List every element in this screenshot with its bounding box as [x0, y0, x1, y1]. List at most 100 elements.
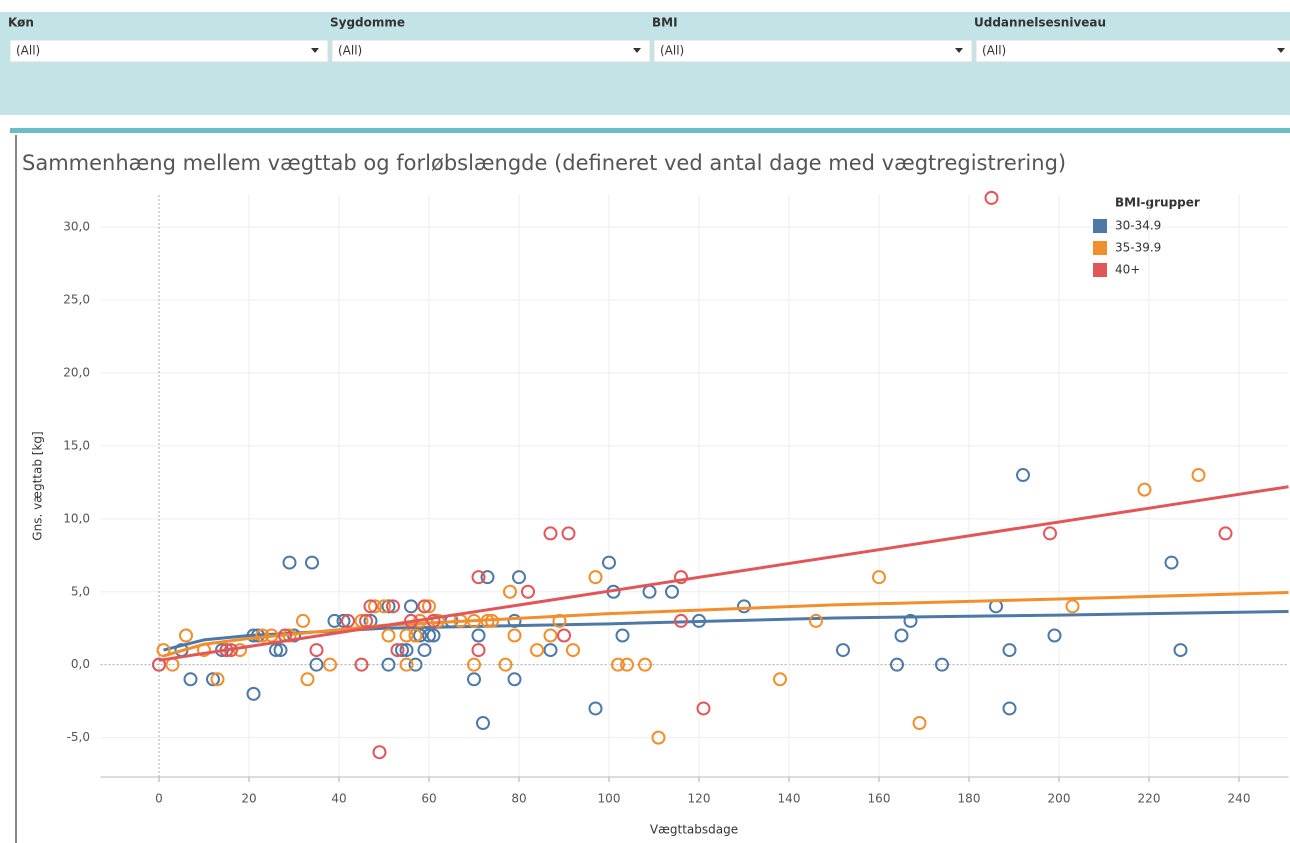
point [323, 657, 337, 672]
point [611, 657, 625, 672]
legend-swatch [1093, 241, 1107, 255]
x-tick-label: 180 [958, 792, 981, 806]
point [417, 643, 432, 658]
dropdown[interactable] [975, 39, 1290, 63]
trend-line [158, 485, 1289, 662]
point [890, 657, 904, 672]
point [696, 701, 711, 716]
point [408, 628, 423, 643]
point [1043, 526, 1057, 541]
point [327, 613, 342, 628]
point [615, 628, 630, 643]
point [507, 628, 522, 643]
point [255, 628, 270, 643]
point [246, 628, 261, 643]
point [368, 599, 382, 614]
point [381, 657, 396, 672]
y-axis-title: Gns. vægttab [kg] [31, 431, 45, 540]
point [183, 672, 198, 687]
dropdown-value: (All) [660, 44, 684, 58]
point [417, 599, 432, 614]
point [1065, 599, 1080, 614]
point [588, 570, 603, 585]
y-tick-label: 20,0 [63, 365, 90, 379]
point [278, 628, 292, 643]
filter-label: Uddannelsesniveau [974, 16, 1106, 30]
point [588, 701, 603, 716]
filter-bar [0, 12, 1290, 115]
point [557, 628, 571, 643]
point [404, 613, 418, 628]
point [341, 613, 355, 628]
point [354, 657, 369, 672]
point [399, 628, 414, 643]
point [359, 613, 373, 628]
point [1191, 468, 1206, 483]
point [381, 599, 396, 614]
dropdown[interactable] [331, 39, 651, 63]
filter-label: Sygdomme [330, 16, 405, 30]
point [210, 672, 225, 687]
point [507, 672, 522, 687]
dropdown-arrow [633, 48, 641, 53]
x-tick-label: 220 [1138, 792, 1161, 806]
point [530, 643, 544, 658]
point [395, 643, 409, 658]
legend-label: 30-34.9 [1115, 219, 1161, 233]
x-tick-label: 60 [421, 792, 436, 806]
point [381, 628, 396, 643]
x-tick-label: 200 [1048, 792, 1071, 806]
point [935, 657, 949, 672]
point [984, 190, 999, 205]
point [1047, 628, 1062, 643]
x-tick-label: 0 [155, 792, 163, 806]
point [521, 584, 535, 599]
point [503, 584, 517, 599]
dropdown[interactable] [9, 39, 329, 63]
dropdown-arrow [955, 48, 963, 53]
point [309, 643, 324, 658]
point [273, 643, 288, 658]
point [620, 657, 634, 672]
point [602, 555, 616, 570]
point [156, 643, 171, 658]
y-tick-label: -5,0 [67, 730, 90, 744]
point [386, 599, 400, 614]
point [197, 643, 211, 658]
y-tick-label: 0,0 [71, 657, 90, 671]
point [399, 657, 414, 672]
x-axis-title: Vægttabsdage [650, 823, 738, 837]
point [179, 628, 193, 643]
point [480, 570, 495, 585]
point [354, 613, 369, 628]
point [903, 613, 918, 628]
dropdown-arrow [311, 48, 319, 53]
point [390, 643, 405, 658]
trend-line [163, 590, 1289, 658]
x-tick-label: 80 [511, 792, 526, 806]
point [872, 570, 886, 585]
x-tick-label: 160 [868, 792, 891, 806]
y-tick-label: 10,0 [63, 511, 90, 525]
point [665, 584, 679, 599]
point [467, 613, 481, 628]
point [467, 657, 481, 672]
point [561, 526, 576, 541]
point [1016, 468, 1030, 483]
y-tick-label: 30,0 [63, 220, 90, 234]
legend-swatch [1093, 263, 1107, 277]
point [309, 657, 324, 672]
point [651, 730, 666, 745]
point [512, 570, 526, 585]
dropdown[interactable] [653, 39, 973, 63]
dropdown-value: (All) [16, 44, 40, 58]
point [674, 613, 688, 628]
legend-title: BMI-grupper [1115, 196, 1200, 210]
point [1137, 482, 1152, 497]
point [507, 613, 522, 628]
point [692, 613, 706, 628]
point [426, 628, 441, 643]
point [408, 657, 423, 672]
point [485, 613, 499, 628]
